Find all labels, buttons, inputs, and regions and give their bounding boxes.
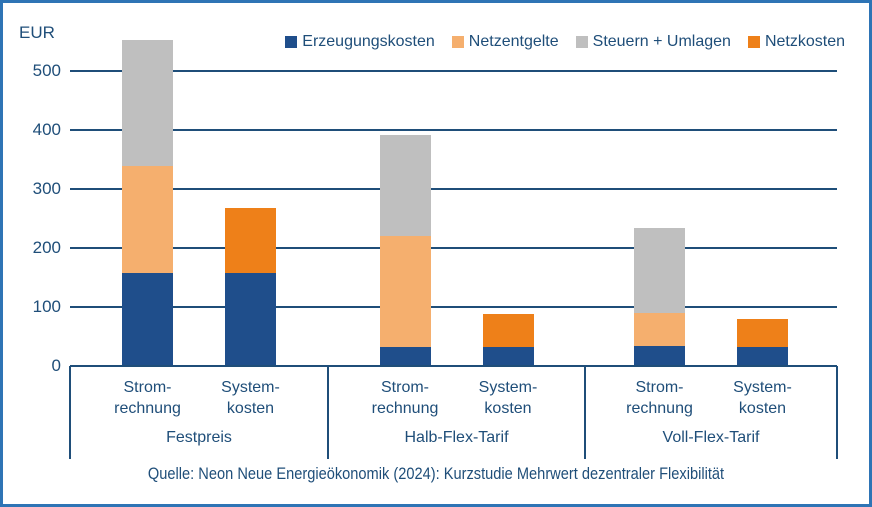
legend-label: Erzeugungskosten (302, 33, 435, 50)
bar-segment-netzentgelte (122, 165, 173, 274)
legend-item-steuern-umlagen: Steuern + Umlagen (575, 33, 731, 51)
legend-swatch-netzkosten-icon (747, 36, 760, 48)
bar-segment-erzeugungskosten (379, 347, 431, 366)
legend-label: Netzentgelte (468, 33, 559, 50)
y-axis-unit-label: EUR (19, 23, 55, 42)
plot-area: 500 400 300 200 100 0 Strom-rechnung System-kos… (3, 3, 869, 504)
bar-segment-netzkosten (482, 314, 534, 348)
bar-segment-netzkosten (225, 208, 276, 274)
gridline-500 (70, 70, 837, 72)
bar-segment-erzeugungskosten (225, 273, 276, 366)
bar-label-line: kosten (226, 400, 275, 417)
bar-label-line: kosten (484, 400, 532, 417)
y-tick-label: 0 (51, 356, 61, 375)
bar-segment-steuern-umlagen (122, 40, 173, 166)
bar-label-line: kosten (738, 400, 787, 417)
bar-label: System-kosten (733, 377, 792, 419)
bar-label: System-kosten (479, 377, 538, 419)
bar-label-line: Strom- (635, 379, 684, 396)
bar-segment-erzeugungskosten (122, 273, 173, 366)
group-label-halb-flex-tarif: Halb-Flex-Tarif (404, 429, 509, 446)
group-divider (584, 366, 586, 459)
bar-segment-erzeugungskosten (634, 345, 685, 366)
bar-label-line: Strom- (381, 379, 429, 396)
bar-segment-erzeugungskosten (737, 346, 788, 366)
legend-item-netzkosten: Netzkosten (747, 33, 845, 51)
bar-segment-netzentgelte (634, 313, 685, 346)
bar-label: Strom-rechnung (372, 377, 439, 419)
bar-halb-flex-tarif-system-kosten (482, 314, 534, 366)
group-divider (327, 366, 329, 459)
bar-label-line: System- (478, 379, 538, 396)
legend-label: Steuern + Umlagen (592, 33, 731, 50)
legend-label: Netzkosten (764, 33, 845, 50)
legend-item-netzentgelte: Netzentgelte (451, 33, 559, 51)
bar-segment-erzeugungskosten (482, 347, 534, 366)
group-label-voll-flex-tarif: Voll-Flex-Tarif (662, 429, 760, 446)
bar-halb-flex-tarif-strom-rechnung (379, 134, 431, 366)
legend-swatch-steuern-umlagen-icon (575, 36, 588, 48)
bar-segment-netzkosten (737, 318, 788, 347)
label-box-right-border (836, 366, 838, 459)
y-tick-label: 500 (32, 61, 61, 80)
legend-swatch-erzeugungskosten-icon (285, 36, 298, 48)
bar-segment-netzentgelte (379, 235, 431, 348)
label-box-left-border (69, 366, 71, 459)
bar-label-line: Strom- (123, 379, 172, 396)
y-tick-label: 300 (32, 179, 61, 198)
bar-segment-steuern-umlagen (634, 227, 685, 314)
bar-label: Strom-rechnung (114, 377, 181, 419)
bar-festpreis-strom-rechnung (122, 40, 173, 366)
y-tick-label: 100 (32, 297, 61, 316)
bar-segment-steuern-umlagen (379, 134, 431, 236)
legend-swatch-netzentgelte-icon (451, 36, 464, 48)
bar-label-line: rechnung (371, 400, 439, 417)
bar-label: Strom-rechnung (626, 377, 693, 419)
bar-label: System-kosten (221, 377, 280, 419)
bar-label-line: System- (221, 379, 280, 396)
bar-voll-flex-tarif-strom-rechnung (634, 227, 685, 366)
legend: Erzeugungskosten Netzentgelte Steuern + Um… (285, 33, 845, 51)
bar-label-line: rechnung (114, 400, 181, 417)
bar-voll-flex-tarif-system-kosten (737, 318, 788, 366)
x-axis-line (70, 365, 837, 367)
gridline-100 (70, 306, 837, 308)
bar-festpreis-system-kosten (225, 208, 276, 366)
gridline-300 (70, 188, 837, 190)
gridline-400 (70, 129, 837, 131)
bar-label-line: rechnung (626, 400, 693, 417)
legend-item-erzeugungskosten: Erzeugungskosten (285, 33, 435, 51)
bar-label-line: System- (733, 379, 792, 396)
gridline-200 (70, 247, 837, 249)
y-tick-label: 400 (32, 120, 61, 139)
group-label-festpreis: Festpreis (166, 429, 232, 446)
y-tick-label: 200 (32, 238, 61, 257)
source-note: Quelle: Neon Neue Energieökonomik (2024)… (147, 464, 725, 483)
